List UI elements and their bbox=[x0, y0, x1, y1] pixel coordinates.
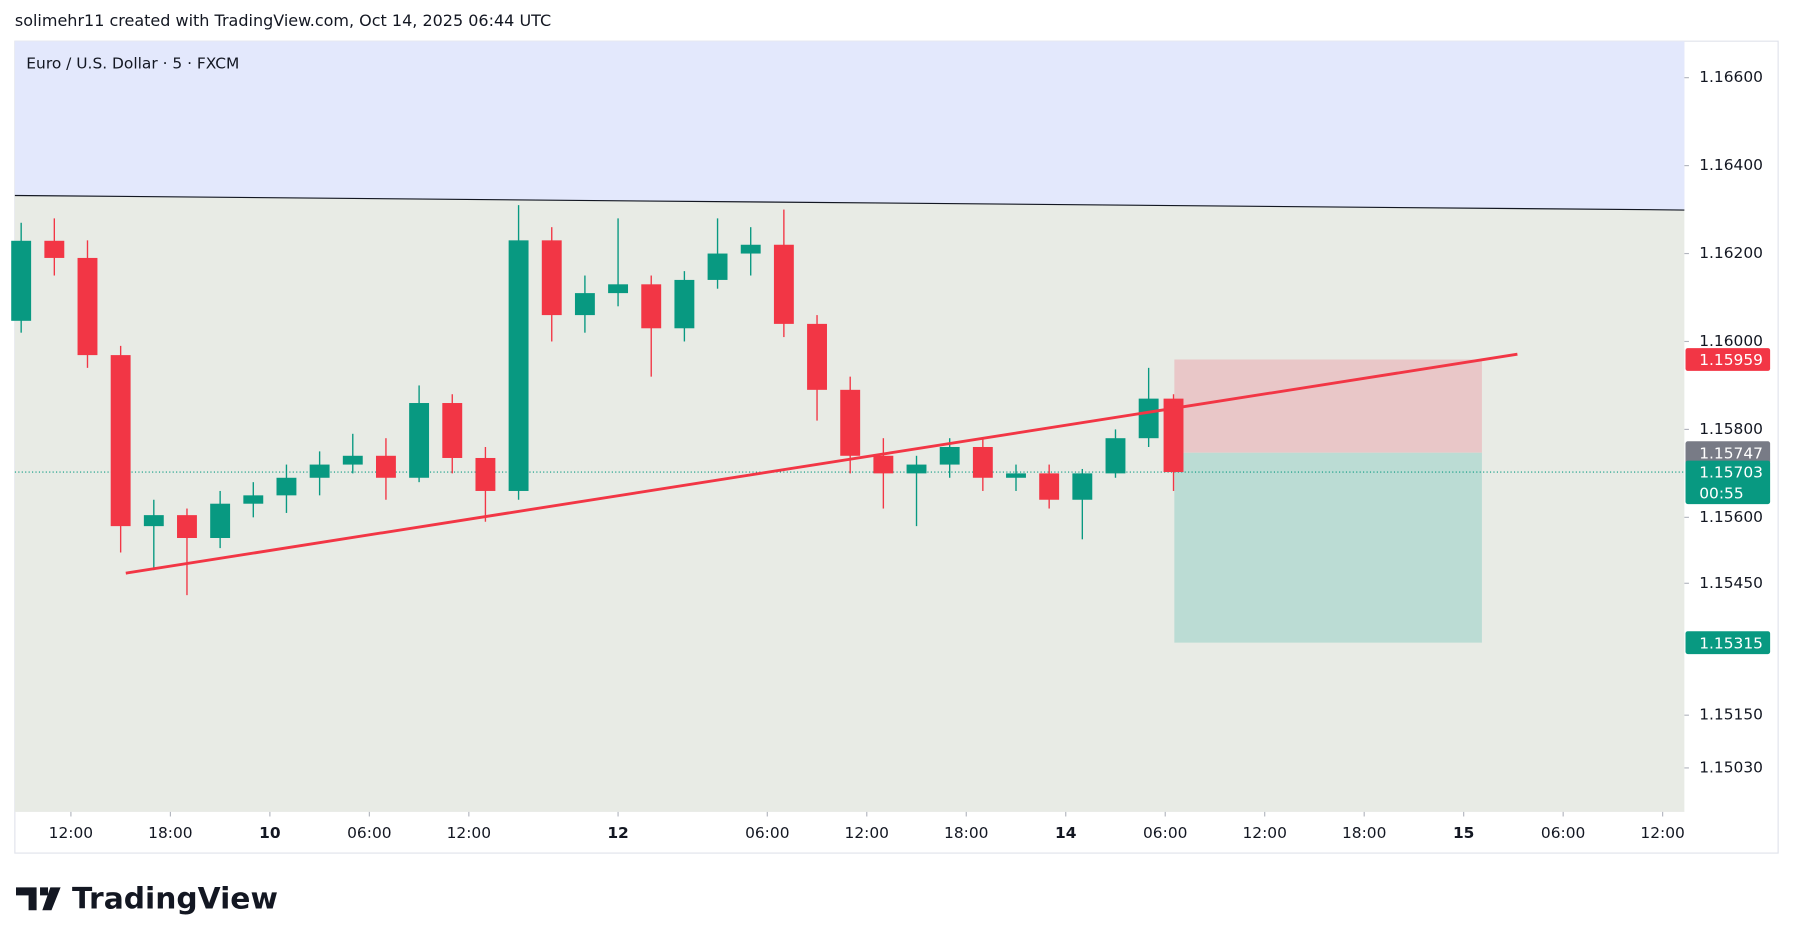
target-zone bbox=[1174, 452, 1482, 643]
candle-body bbox=[1138, 398, 1159, 439]
chart-title: Euro / U.S. Dollar · 5 · FXCM bbox=[26, 55, 239, 73]
price-badge-label: 1.15747 bbox=[1699, 444, 1763, 462]
x-tick-label: 18:00 bbox=[944, 824, 988, 842]
x-tick-label: 12:00 bbox=[1242, 824, 1286, 842]
candle-body bbox=[608, 284, 629, 294]
candle-body bbox=[1105, 438, 1126, 474]
x-tick-label: 18:00 bbox=[1342, 824, 1386, 842]
candle-body bbox=[375, 455, 396, 478]
brand-name: TradingView bbox=[72, 881, 278, 916]
candle-body bbox=[773, 244, 794, 324]
x-tick-label: 14 bbox=[1055, 824, 1077, 842]
y-tick-label: 1.15600 bbox=[1699, 508, 1763, 526]
logo-icon bbox=[16, 887, 61, 911]
price-badge bbox=[1685, 631, 1771, 655]
candle-body bbox=[740, 244, 761, 254]
candle-body bbox=[641, 284, 662, 329]
x-tick-label: 06:00 bbox=[1143, 824, 1187, 842]
candle-body bbox=[807, 323, 827, 390]
plot bbox=[11, 41, 1685, 643]
candle-body bbox=[1006, 473, 1026, 478]
stop-zone bbox=[1174, 359, 1482, 453]
y-tick-label: 1.16200 bbox=[1699, 244, 1763, 262]
x-tick-label: 18:00 bbox=[148, 824, 192, 842]
resistance-zone bbox=[14, 41, 1685, 211]
candle-body bbox=[1072, 473, 1093, 500]
y-tick-label: 1.16600 bbox=[1699, 68, 1763, 86]
candle-body bbox=[1039, 473, 1060, 500]
candle-body bbox=[409, 403, 430, 478]
candle-body bbox=[840, 389, 861, 456]
candle-body bbox=[939, 446, 960, 465]
x-tick-label: 12 bbox=[607, 824, 628, 842]
price-badge bbox=[1685, 441, 1771, 465]
trendline bbox=[125, 352, 1518, 575]
y-tick-label: 1.16000 bbox=[1699, 332, 1763, 350]
candle-body bbox=[77, 257, 98, 356]
y-tick-label: 1.15030 bbox=[1699, 758, 1763, 776]
price-badge-label: 1.15959 bbox=[1699, 351, 1763, 369]
candle-body bbox=[11, 240, 32, 321]
candle-body bbox=[143, 515, 164, 527]
candle-body bbox=[541, 240, 562, 316]
y-tick-label: 1.15150 bbox=[1699, 706, 1763, 724]
candle-body bbox=[442, 403, 463, 458]
candle-body bbox=[972, 446, 993, 478]
candle-body bbox=[574, 293, 595, 316]
price-badge bbox=[1685, 460, 1771, 505]
x-tick-label: 12:00 bbox=[845, 824, 889, 842]
candle-body bbox=[276, 477, 297, 496]
y-tick-label: 1.15450 bbox=[1699, 574, 1763, 592]
y-tick-label: 1.15800 bbox=[1699, 420, 1763, 438]
x-tick-label: 12:00 bbox=[1640, 824, 1684, 842]
candle-body bbox=[177, 515, 197, 538]
price-badge-label: 1.15703 bbox=[1699, 464, 1763, 482]
candle-body bbox=[1163, 398, 1184, 473]
price-badge bbox=[1685, 348, 1771, 371]
x-tick-label: 06:00 bbox=[745, 824, 789, 842]
x-tick-label: 15 bbox=[1453, 824, 1474, 842]
header-text: solimehr11 created with TradingView.com,… bbox=[15, 11, 551, 30]
candle-body bbox=[674, 279, 695, 329]
brand-logo: TradingView bbox=[16, 881, 278, 916]
candle-body bbox=[707, 253, 728, 280]
countdown: 00:55 bbox=[1699, 484, 1743, 502]
candle-body bbox=[508, 240, 529, 491]
x-tick-label: 12:00 bbox=[49, 824, 93, 842]
candle-body bbox=[873, 455, 894, 474]
candle-body bbox=[243, 495, 264, 504]
x-tick-label: 10 bbox=[259, 824, 280, 842]
candle-body bbox=[44, 240, 65, 258]
x-tick-label: 12:00 bbox=[447, 824, 491, 842]
x-tick-label: 06:00 bbox=[347, 824, 391, 842]
candle-body bbox=[475, 457, 496, 491]
price-badge-label: 1.15315 bbox=[1699, 634, 1763, 652]
candle-body bbox=[110, 355, 131, 527]
candle-body bbox=[906, 464, 927, 474]
candle-body bbox=[309, 464, 330, 478]
candle-body bbox=[210, 503, 231, 538]
candle-body bbox=[342, 455, 363, 465]
x-tick-label: 06:00 bbox=[1541, 824, 1585, 842]
resistance-line bbox=[14, 194, 1685, 211]
y-tick-label: 1.16400 bbox=[1699, 156, 1763, 174]
